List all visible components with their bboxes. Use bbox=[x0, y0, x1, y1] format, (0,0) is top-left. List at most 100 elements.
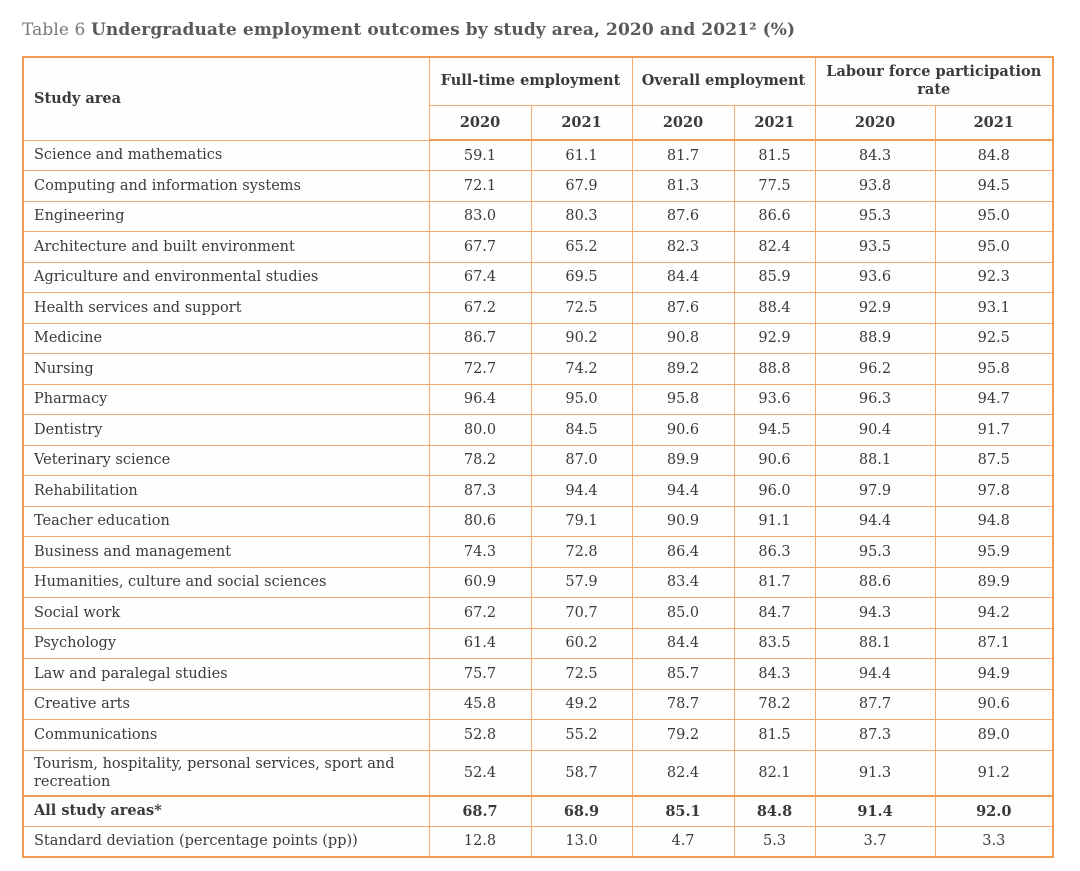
value-cell: 84.4 bbox=[631, 261, 735, 294]
value-cell: 96.0 bbox=[733, 475, 816, 507]
table-row: Nursing 72.7 74.2 89.2 88.8 96.2 95.8 bbox=[22, 353, 1054, 385]
table-title-main: Undergraduate employment outcomes by stu… bbox=[90, 20, 796, 40]
value-cell: 81.7 bbox=[733, 566, 816, 599]
study-area-cell: Psychology bbox=[22, 627, 430, 660]
study-area-cell: Law and paralegal studies bbox=[22, 658, 430, 690]
value-cell: 61.4 bbox=[428, 627, 532, 660]
value-cell: 87.7 bbox=[814, 688, 936, 721]
value-cell: 72.8 bbox=[530, 536, 633, 568]
value-cell: 68.7 bbox=[428, 794, 532, 827]
value-cell: 84.3 bbox=[733, 658, 816, 690]
table-row: Health services and support 67.2 72.5 87.6 8… bbox=[22, 292, 1054, 324]
value-cell: 94.4 bbox=[814, 505, 936, 538]
table-row: Architecture and built environment 67.7 65… bbox=[22, 231, 1054, 263]
value-cell: 92.5 bbox=[934, 322, 1054, 355]
value-cell: 89.2 bbox=[631, 353, 735, 385]
value-cell: 93.6 bbox=[814, 261, 936, 294]
value-cell: 86.7 bbox=[428, 322, 532, 355]
value-cell: 88.1 bbox=[814, 444, 936, 477]
value-cell: 85.9 bbox=[733, 261, 816, 294]
value-cell: 4.7 bbox=[631, 825, 735, 858]
table-header: Study area Full-time employment Overall … bbox=[22, 56, 1054, 142]
table-row: Law and paralegal studies 75.7 72.5 85.7 84.… bbox=[22, 658, 1054, 690]
value-cell: 94.5 bbox=[733, 414, 816, 446]
value-cell: 96.3 bbox=[814, 383, 936, 416]
table-row: Social work 67.2 70.7 85.0 84.7 94.3 94.2 bbox=[22, 597, 1054, 629]
value-cell: 95.8 bbox=[934, 353, 1054, 385]
value-cell: 89.0 bbox=[934, 719, 1054, 751]
table-row: Business and management 74.3 72.8 86.4 86.3 9… bbox=[22, 536, 1054, 568]
column-group-labour-force-participation-rate: Labour force participation rate bbox=[814, 56, 1054, 106]
value-cell: 89.9 bbox=[631, 444, 735, 477]
study-area-cell: Veterinary science bbox=[22, 444, 430, 477]
study-area-cell: Tourism, hospitality, personal services,… bbox=[22, 749, 430, 797]
value-cell: 82.4 bbox=[733, 231, 816, 263]
table-row: Veterinary science 78.2 87.0 89.9 90.6 88.1 87… bbox=[22, 444, 1054, 477]
value-cell: 94.8 bbox=[934, 505, 1054, 538]
value-cell: 81.7 bbox=[631, 139, 735, 172]
value-cell: 87.0 bbox=[530, 444, 633, 477]
value-cell: 87.5 bbox=[934, 444, 1054, 477]
value-cell: 67.2 bbox=[428, 597, 532, 629]
value-cell: 95.9 bbox=[934, 536, 1054, 568]
value-cell: 86.4 bbox=[631, 536, 735, 568]
value-cell: 88.4 bbox=[733, 292, 816, 324]
value-cell: 85.1 bbox=[631, 794, 735, 827]
value-cell: 84.5 bbox=[530, 414, 633, 446]
value-cell: 92.0 bbox=[934, 794, 1054, 827]
study-area-cell: Engineering bbox=[22, 200, 430, 233]
value-cell: 86.6 bbox=[733, 200, 816, 233]
value-cell: 87.3 bbox=[428, 475, 532, 507]
column-group-full-time-employment: Full-time employment bbox=[428, 56, 633, 106]
value-cell: 90.2 bbox=[530, 322, 633, 355]
value-cell: 72.5 bbox=[530, 658, 633, 690]
value-cell: 67.9 bbox=[530, 170, 633, 202]
value-cell: 90.6 bbox=[934, 688, 1054, 721]
value-cell: 91.4 bbox=[814, 794, 936, 827]
value-cell: 83.4 bbox=[631, 566, 735, 599]
value-cell: 83.0 bbox=[428, 200, 532, 233]
study-area-cell: Medicine bbox=[22, 322, 430, 355]
value-cell: 79.2 bbox=[631, 719, 735, 751]
value-cell: 58.7 bbox=[530, 749, 633, 797]
value-cell: 72.7 bbox=[428, 353, 532, 385]
value-cell: 95.0 bbox=[530, 383, 633, 416]
study-area-cell: Standard deviation (percentage points (p… bbox=[22, 825, 430, 858]
value-cell: 90.6 bbox=[631, 414, 735, 446]
value-cell: 75.7 bbox=[428, 658, 532, 690]
table-row: Creative arts 45.8 49.2 78.7 78.2 87.7 90.6 bbox=[22, 688, 1054, 721]
value-cell: 72.5 bbox=[530, 292, 633, 324]
value-cell: 90.6 bbox=[733, 444, 816, 477]
value-cell: 92.9 bbox=[814, 292, 936, 324]
value-cell: 93.6 bbox=[733, 383, 816, 416]
table-row: Teacher education 80.6 79.1 90.9 91.1 94.4 94.… bbox=[22, 505, 1054, 538]
value-cell: 78.7 bbox=[631, 688, 735, 721]
value-cell: 49.2 bbox=[530, 688, 633, 721]
value-cell: 89.9 bbox=[934, 566, 1054, 599]
value-cell: 88.8 bbox=[733, 353, 816, 385]
value-cell: 94.9 bbox=[934, 658, 1054, 690]
value-cell: 91.3 bbox=[814, 749, 936, 797]
value-cell: 88.1 bbox=[814, 627, 936, 660]
value-cell: 65.2 bbox=[530, 231, 633, 263]
table-title-prefix: Table 6 bbox=[22, 20, 91, 40]
value-cell: 82.4 bbox=[631, 749, 735, 797]
study-area-cell: Teacher education bbox=[22, 505, 430, 538]
table-row: Computing and information systems 72.1 67.… bbox=[22, 170, 1054, 202]
study-area-cell: Rehabilitation bbox=[22, 475, 430, 507]
value-cell: 90.8 bbox=[631, 322, 735, 355]
column-header-year: 2020 bbox=[814, 104, 936, 142]
study-area-cell: Health services and support bbox=[22, 292, 430, 324]
study-area-cell: Business and management bbox=[22, 536, 430, 568]
table-row: Medicine 86.7 90.2 90.8 92.9 88.9 92.5 bbox=[22, 322, 1054, 355]
value-cell: 90.9 bbox=[631, 505, 735, 538]
value-cell: 94.4 bbox=[631, 475, 735, 507]
value-cell: 55.2 bbox=[530, 719, 633, 751]
value-cell: 91.7 bbox=[934, 414, 1054, 446]
value-cell: 13.0 bbox=[530, 825, 633, 858]
study-area-cell: Agriculture and environmental studies bbox=[22, 261, 430, 294]
table-row: Dentistry 80.0 84.5 90.6 94.5 90.4 91.7 bbox=[22, 414, 1054, 446]
value-cell: 87.1 bbox=[934, 627, 1054, 660]
value-cell: 67.2 bbox=[428, 292, 532, 324]
